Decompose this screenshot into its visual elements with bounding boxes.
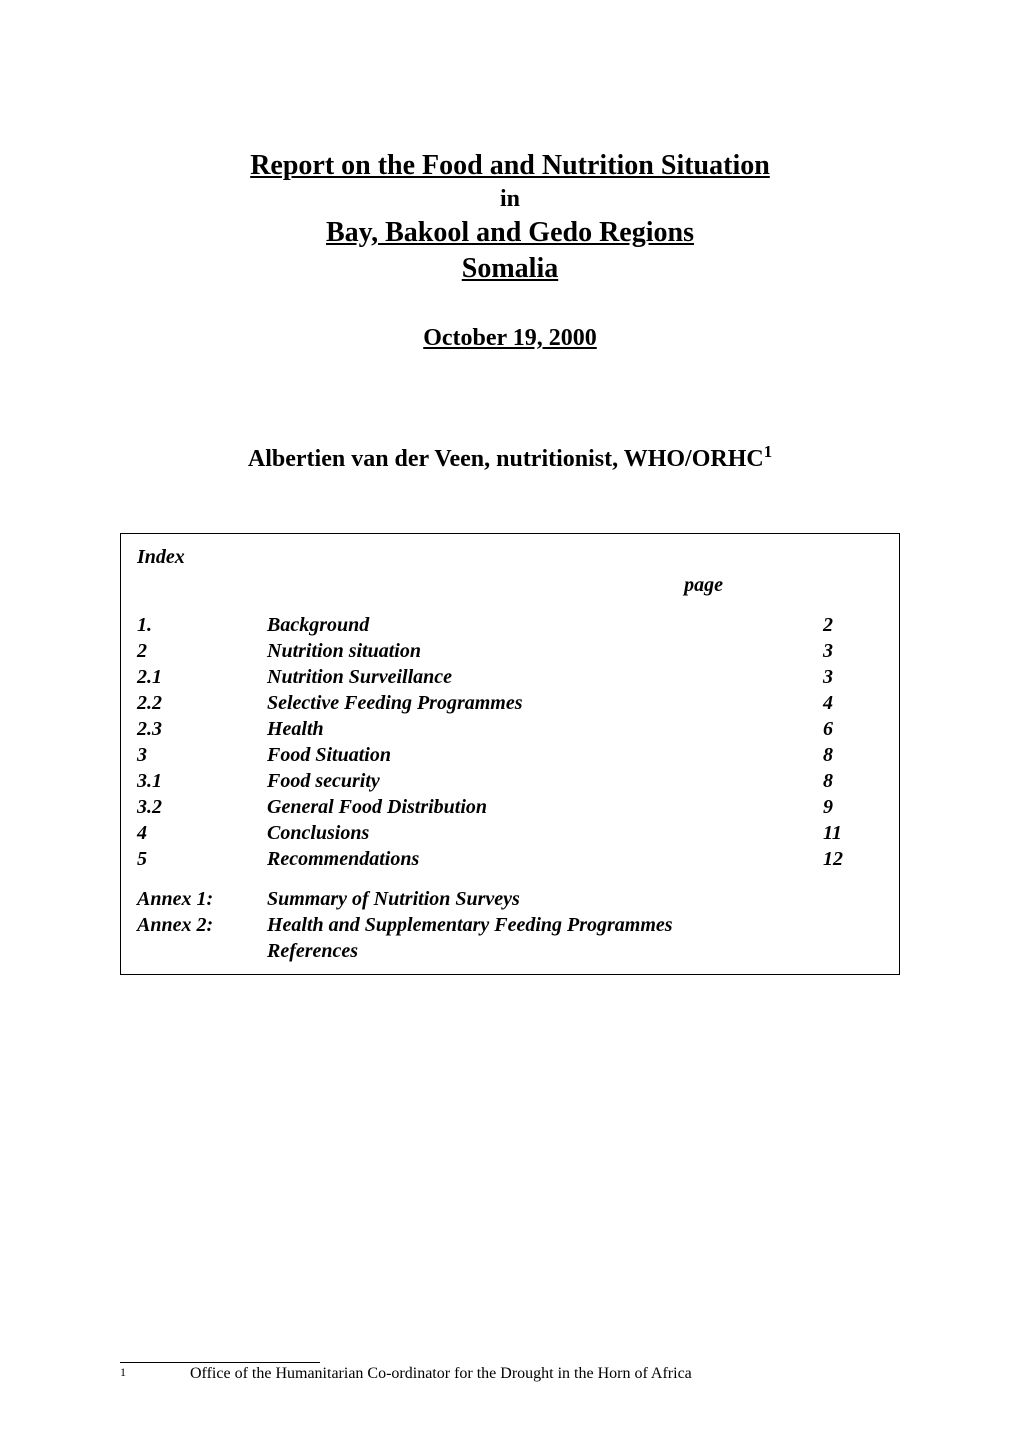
toc-num: 2.1 (137, 664, 267, 690)
toc-row: 3.1 Food security 8 (137, 768, 883, 794)
references-label: References (267, 938, 883, 964)
title-line-2: Bay, Bakool and Gedo Regions (120, 217, 900, 249)
toc-title: Conclusions (267, 820, 823, 846)
toc-row: 3 Food Situation 8 (137, 742, 883, 768)
title-line-1: Report on the Food and Nutrition Situati… (120, 150, 900, 182)
footnote-marker: 1 (120, 1365, 190, 1383)
toc-title: Nutrition situation (267, 638, 823, 664)
toc-page: 9 (823, 794, 883, 820)
page: Report on the Food and Nutrition Situati… (0, 0, 1020, 1443)
toc-num: 2 (137, 638, 267, 664)
author-text: Albertien van der Veen, nutritionist, WH… (248, 446, 764, 472)
toc-title: Health (267, 716, 823, 742)
date: October 19, 2000 (120, 325, 900, 352)
toc-page: 4 (823, 690, 883, 716)
toc-num: 4 (137, 820, 267, 846)
footnote-row: 1 Office of the Humanitarian Co-ordinato… (120, 1365, 900, 1383)
toc-page: 12 (823, 846, 883, 872)
toc-title: Nutrition Surveillance (267, 664, 823, 690)
toc-num: 3.2 (137, 794, 267, 820)
footnote-area: 1 Office of the Humanitarian Co-ordinato… (120, 1362, 900, 1383)
toc-page: 2 (823, 612, 883, 638)
toc-num: 3.1 (137, 768, 267, 794)
title-block: Report on the Food and Nutrition Situati… (120, 150, 900, 473)
toc-title: Selective Feeding Programmes (267, 690, 823, 716)
toc-page: 8 (823, 742, 883, 768)
toc-row: 4 Conclusions 11 (137, 820, 883, 846)
toc-page: 3 (823, 638, 883, 664)
index-box: Index page 1. Background 2 2 Nutrition s… (120, 533, 900, 975)
toc-title: Background (267, 612, 823, 638)
toc-row: 2.2 Selective Feeding Programmes 4 (137, 690, 883, 716)
annex-title: Summary of Nutrition Surveys (267, 886, 883, 912)
footnote-separator (120, 1362, 320, 1363)
toc-num: 2.2 (137, 690, 267, 716)
author: Albertien van der Veen, nutritionist, WH… (120, 442, 900, 473)
toc-num: 3 (137, 742, 267, 768)
toc-num: 1. (137, 612, 267, 638)
toc-title: Food security (267, 768, 823, 794)
references-row: References (137, 938, 883, 964)
annex-label: Annex 2: (137, 912, 267, 938)
index-page-label: page (137, 572, 883, 598)
toc-page: 6 (823, 716, 883, 742)
toc-num: 2.3 (137, 716, 267, 742)
toc-row: 2 Nutrition situation 3 (137, 638, 883, 664)
footnote-text: Office of the Humanitarian Co-ordinator … (190, 1365, 900, 1383)
references-spacer (137, 938, 267, 964)
toc-row: 1. Background 2 (137, 612, 883, 638)
toc-title: Recommendations (267, 846, 823, 872)
toc-row: 5 Recommendations 12 (137, 846, 883, 872)
title-in: in (120, 186, 900, 213)
annex-title: Health and Supplementary Feeding Program… (267, 912, 883, 938)
toc-num: 5 (137, 846, 267, 872)
author-footnote-ref: 1 (764, 442, 772, 461)
toc-page: 8 (823, 768, 883, 794)
index-heading: Index (137, 544, 883, 570)
annex-row: Annex 1: Summary of Nutrition Surveys (137, 886, 883, 912)
annex-row: Annex 2: Health and Supplementary Feedin… (137, 912, 883, 938)
toc-row: 2.1 Nutrition Surveillance 3 (137, 664, 883, 690)
toc-row: 2.3 Health 6 (137, 716, 883, 742)
toc-page: 11 (823, 820, 883, 846)
toc-title: Food Situation (267, 742, 823, 768)
toc-title: General Food Distribution (267, 794, 823, 820)
spacer (137, 872, 883, 886)
title-line-3: Somalia (120, 253, 900, 285)
annex-label: Annex 1: (137, 886, 267, 912)
toc-page: 3 (823, 664, 883, 690)
toc-row: 3.2 General Food Distribution 9 (137, 794, 883, 820)
